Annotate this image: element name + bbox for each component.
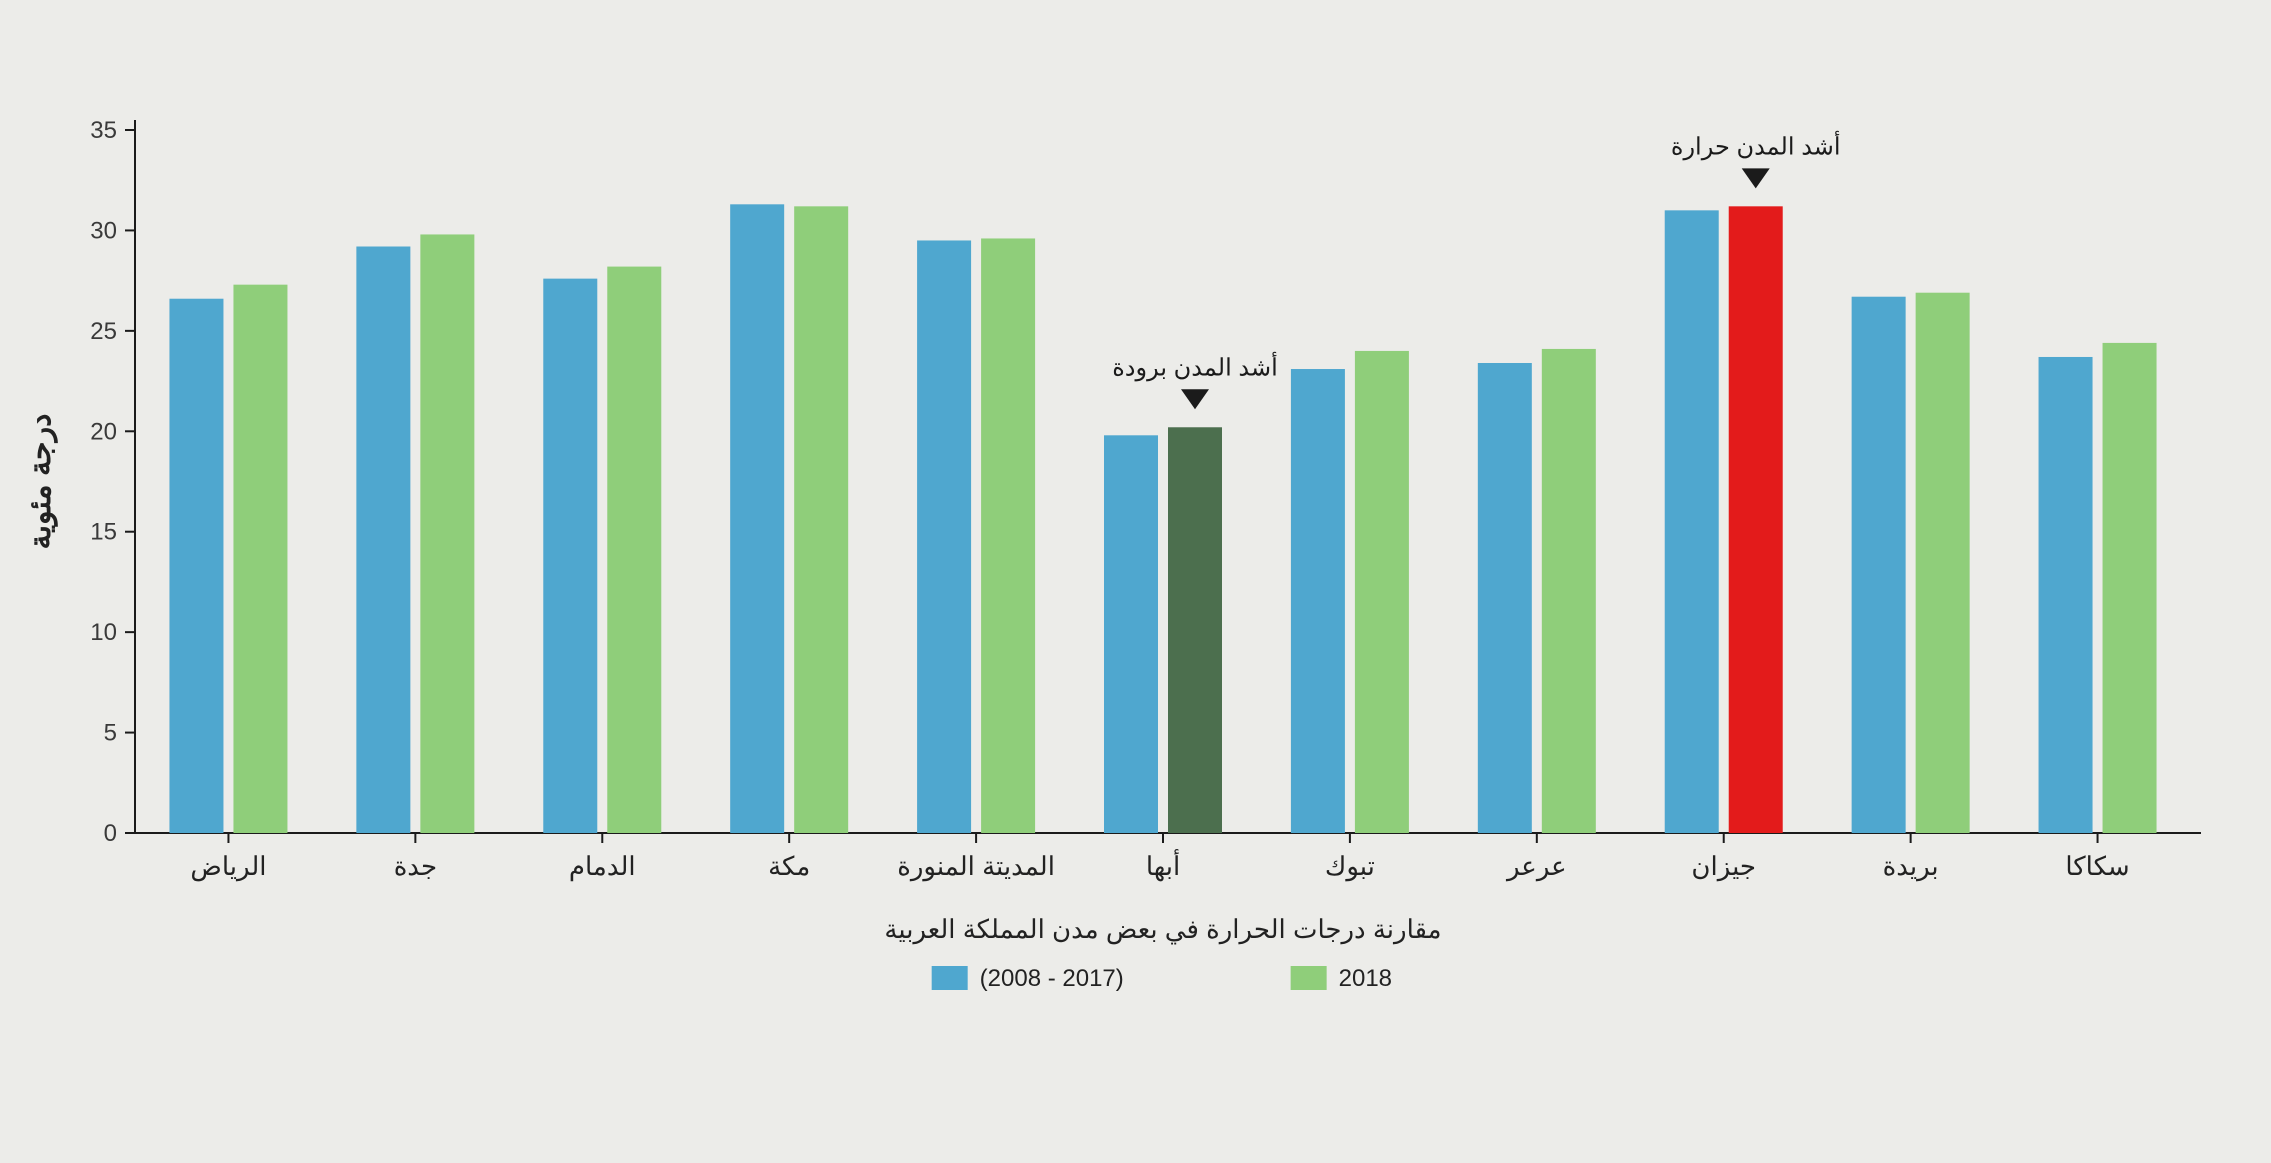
bar	[1478, 363, 1532, 833]
bar	[1729, 206, 1783, 833]
x-tick-label: تبوك	[1325, 851, 1375, 882]
y-tick-label: 10	[90, 619, 117, 646]
bar	[1916, 293, 1970, 833]
y-tick-label: 35	[90, 117, 117, 144]
bar	[1104, 435, 1158, 833]
bar	[420, 234, 474, 833]
bar	[1168, 427, 1222, 833]
x-tick-label: المديتة المنورة	[897, 851, 1055, 882]
y-tick-label: 15	[90, 519, 117, 546]
x-tick-label: الدمام	[569, 851, 636, 882]
x-tick-label: أبها	[1146, 848, 1180, 882]
x-tick-label: جدة	[394, 851, 437, 881]
x-tick-label: عرعر	[1505, 851, 1567, 882]
annotation-label: أشد المدن حرارة	[1671, 129, 1841, 160]
legend-swatch	[1291, 966, 1327, 990]
bar	[1542, 349, 1596, 833]
bar	[233, 285, 287, 833]
bar	[981, 238, 1035, 833]
chart-svg: 0 5 10 15 20 25 30 35 درجة مئوية الرياض جدة الدمام م…	[0, 0, 2271, 1163]
bar	[1355, 351, 1409, 833]
y-tick-label: 5	[104, 720, 117, 747]
bar	[543, 279, 597, 833]
bar	[1291, 369, 1345, 833]
bar	[2103, 343, 2157, 833]
annotation-label: أشد المدن برودة	[1112, 350, 1278, 381]
bar	[356, 246, 410, 833]
y-tick-label: 30	[90, 217, 117, 244]
x-tick-label: الرياض	[190, 851, 266, 882]
legend-label: 2018	[1339, 965, 1392, 992]
bar	[607, 267, 661, 833]
y-tick-label: 20	[90, 418, 117, 445]
x-tick-label: جيزان	[1691, 851, 1756, 882]
x-tick-label: بريدة	[1883, 851, 1939, 882]
bar	[730, 204, 784, 833]
bar	[2039, 357, 2093, 833]
bar	[1852, 297, 1906, 833]
temperature-bar-chart: 0 5 10 15 20 25 30 35 درجة مئوية الرياض جدة الدمام م…	[0, 0, 2271, 1163]
y-tick-label: 25	[90, 318, 117, 345]
chart-subtitle: مقارنة درجات الحرارة في بعض مدن المملكة …	[884, 914, 1441, 945]
x-tick-label: مكة	[768, 851, 810, 881]
bar	[1665, 210, 1719, 833]
y-axis-label: درجة مئوية	[24, 414, 58, 550]
bar	[169, 299, 223, 833]
y-tick-label: 0	[104, 820, 117, 847]
bar	[917, 240, 971, 833]
bar	[794, 206, 848, 833]
x-tick-label: سكاكا	[2065, 851, 2129, 881]
legend-label: (2008 - 2017)	[980, 965, 1124, 992]
legend-swatch	[932, 966, 968, 990]
